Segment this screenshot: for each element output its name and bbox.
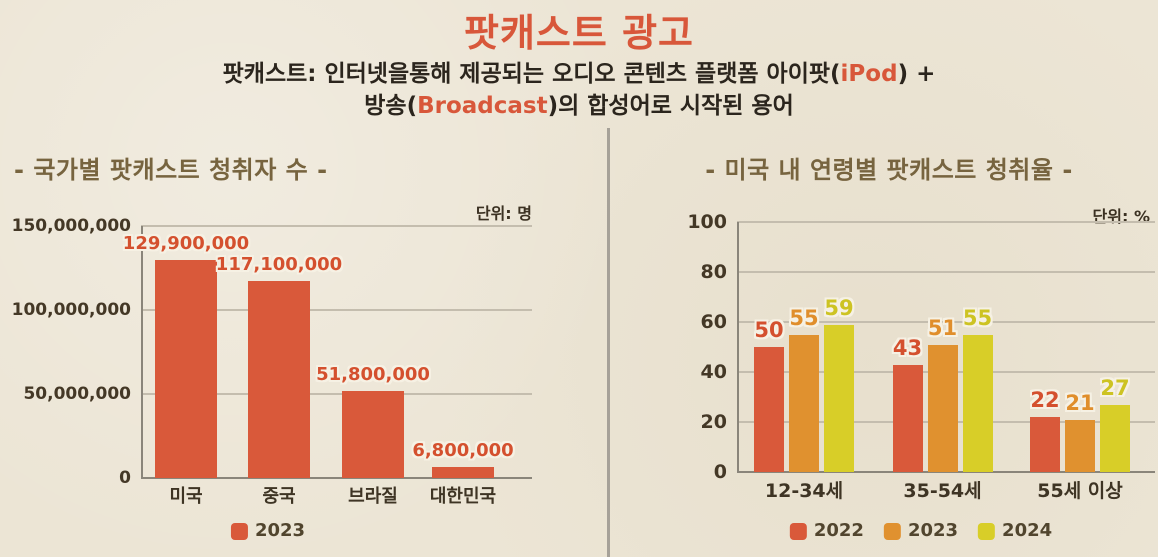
left-chart-title: - 국가별 팟캐스트 청취자 수 -: [14, 156, 328, 184]
value-label: 129,900,000: [122, 232, 250, 254]
subtitle-line-2: 방송(Broadcast)의 합성어로 시작된 용어: [364, 93, 794, 119]
y-tick-label: 50,000,000: [23, 383, 131, 404]
value-label: 50: [754, 318, 784, 342]
y-tick-label: 60: [700, 310, 727, 333]
y-tick-label: 80: [700, 260, 727, 283]
y-tick-label: 100: [687, 210, 727, 233]
bar-2024-55세 이상: [1100, 404, 1130, 472]
y-axis-line: [141, 226, 143, 478]
bar-2023-12-34세: [789, 334, 819, 472]
x-axis-line: [141, 477, 532, 479]
y-tick-label: 0: [119, 467, 131, 488]
category-label: 브라질: [348, 486, 398, 507]
category-label: 미국: [169, 486, 203, 507]
bar-2023-브라질: [342, 390, 404, 478]
section-divider: [607, 128, 610, 557]
bar-2024-12-34세: [824, 324, 854, 472]
bar-2023-중국: [248, 281, 310, 478]
ipod-accent-text: iPod: [840, 61, 898, 87]
legend-label: 2023: [907, 520, 959, 541]
subtitle-line-1: 팟캐스트: 인터넷을통해 제공되는 오디오 콘텐츠 플랫폼 아이팟(iPod) …: [222, 61, 936, 87]
legend-label: 2024: [1002, 520, 1053, 541]
legend-item-2022: 2022: [789, 520, 864, 541]
y-tick-label: 20: [700, 410, 727, 433]
y-axis-line: [737, 222, 739, 472]
bar-2023-35-54세: [927, 344, 958, 472]
gridline: [141, 225, 532, 227]
value-label: 21: [1065, 390, 1095, 415]
value-label: 6,800,000: [412, 439, 514, 461]
right-chart-legend: 2022 2023 2024: [789, 520, 1052, 541]
page-title: 팟캐스트 광고: [464, 11, 694, 55]
gridline: [141, 393, 532, 395]
left-chart-legend: 2023: [230, 520, 306, 541]
category-label: 35-54세: [903, 480, 982, 502]
right-chart-title: - 미국 내 연령별 팟캐스트 청취율 -: [705, 156, 1073, 184]
category-label: 중국: [262, 486, 296, 507]
bar-2023-대한민국: [432, 466, 494, 478]
bar-2022-55세 이상: [1030, 417, 1060, 472]
gridline: [737, 321, 1155, 323]
legend-item-2023: 2023: [230, 520, 306, 541]
value-label: 43: [892, 335, 923, 360]
legend-swatch: [978, 522, 996, 540]
bar-2024-35-54세: [962, 334, 993, 472]
bar-2023-55세 이상: [1065, 419, 1095, 472]
category-label: 12-34세: [764, 480, 844, 502]
legend-item-2023: 2023: [883, 520, 959, 541]
y-tick-label: 150,000,000: [11, 215, 131, 236]
subtitle: 팟캐스트: 인터넷을통해 제공되는 오디오 콘텐츠 플랫폼 아이팟(iPod) …: [0, 58, 1158, 122]
value-label: 55: [789, 305, 819, 330]
legend-swatch: [230, 522, 248, 540]
legend-swatch: [789, 522, 807, 540]
bar-2022-35-54세: [892, 364, 923, 472]
gridline: [737, 221, 1155, 223]
value-label: 117,100,000: [215, 254, 343, 276]
value-label: 51,800,000: [316, 363, 430, 385]
gridline: [737, 271, 1155, 273]
value-label: 55: [962, 305, 993, 330]
bar-2023-미국: [155, 259, 217, 478]
broadcast-accent-text: Broadcast: [417, 93, 548, 119]
legend-label: 2022: [813, 520, 864, 541]
value-label: 59: [824, 295, 854, 320]
y-tick-label: 0: [713, 460, 727, 483]
value-label: 22: [1030, 388, 1060, 412]
category-label: 대한민국: [429, 486, 497, 507]
value-label: 51: [927, 315, 958, 340]
y-tick-label: 40: [700, 360, 727, 383]
legend-swatch: [883, 522, 901, 540]
value-label: 27: [1100, 375, 1130, 400]
legend-label: 2023: [254, 520, 306, 541]
gridline: [141, 309, 532, 311]
bar-2022-12-34세: [754, 347, 784, 472]
left-chart-unit-label: 단위: 명: [475, 204, 532, 223]
legend-item-2024: 2024: [978, 522, 1052, 540]
category-label: 55세 이상: [1037, 480, 1123, 502]
y-tick-label: 100,000,000: [11, 299, 131, 320]
x-axis-line: [737, 471, 1155, 473]
